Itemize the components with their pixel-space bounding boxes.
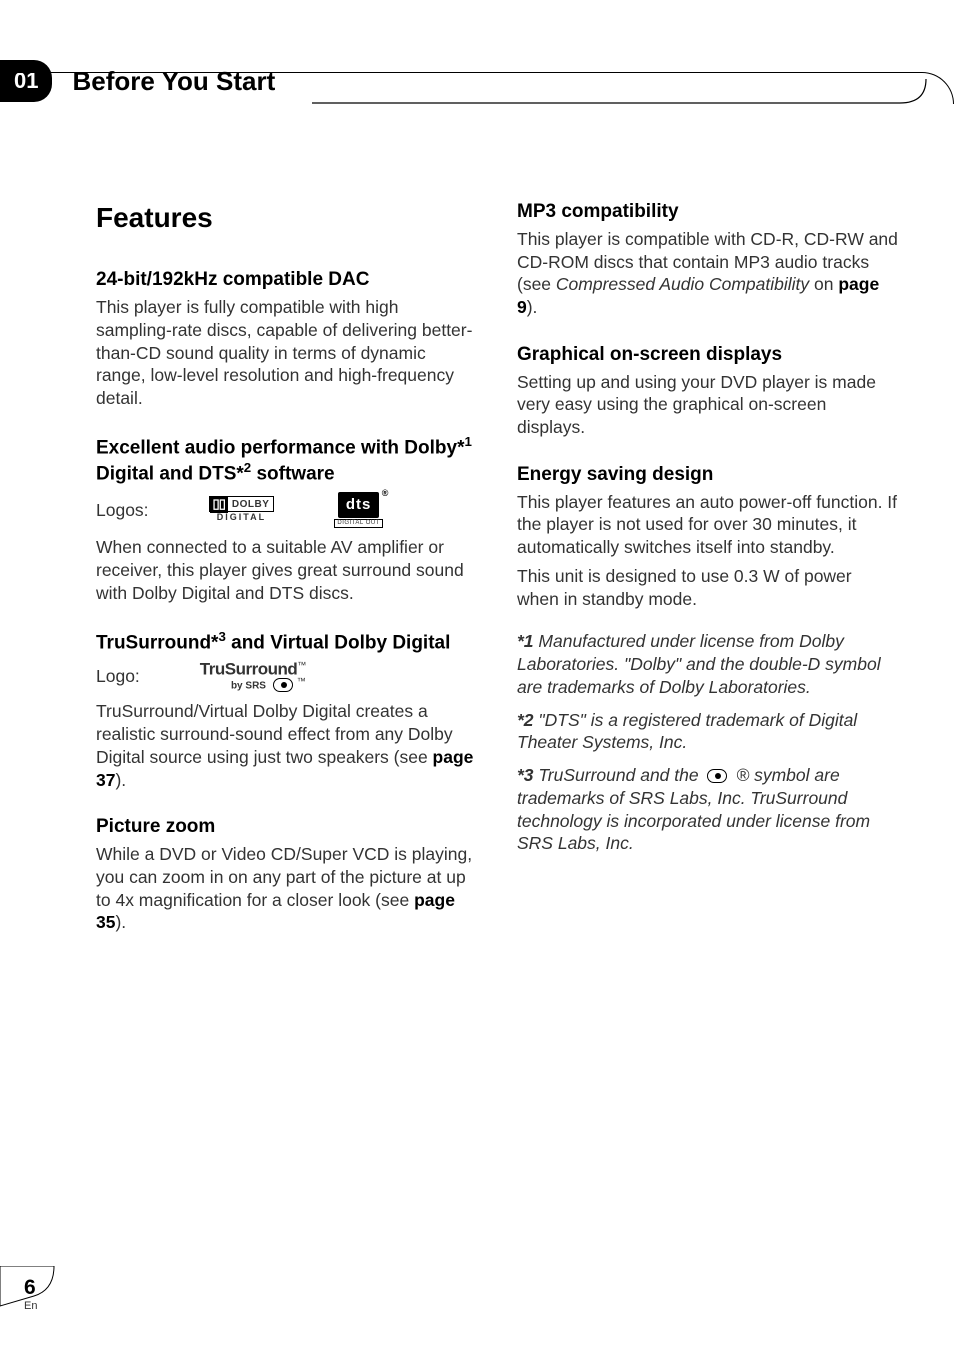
trusurround-sup: 3 <box>218 629 225 644</box>
trusurround-top: TruSurround™ <box>200 661 306 677</box>
left-column: Features 24-bit/192kHz compatible DAC Th… <box>96 200 477 940</box>
picture-zoom-body-b: ). <box>115 912 126 932</box>
trusurround-logo: TruSurround™ by SRS ™ <box>200 661 306 693</box>
mp3-heading: MP3 compatibility <box>517 200 898 224</box>
trusurround-srs-tm: ™ <box>297 676 306 686</box>
trusurround-heading-a: TruSurround* <box>96 632 218 653</box>
footnote-3-label: *3 <box>517 765 534 785</box>
dolby-dts-body: When connected to a suitable AV amplifie… <box>96 536 477 604</box>
header-divider <box>0 72 954 104</box>
osd-heading: Graphical on-screen displays <box>517 343 898 367</box>
trusurround-heading-b: and Virtual Dolby Digital <box>226 632 451 653</box>
osd-body: Setting up and using your DVD player is … <box>517 371 898 439</box>
footnote-1: *1 Manufactured under license from Dolby… <box>517 630 898 698</box>
mp3-body-b: on <box>809 274 838 294</box>
trusurround-sub: by SRS ™ <box>231 677 306 693</box>
dts-word: dts <box>346 496 372 513</box>
trusurround-tm: ™ <box>297 660 306 670</box>
logo-label: Logo: <box>96 665 140 688</box>
dolby-dts-heading: Excellent audio performance with Dolby*1… <box>96 434 477 486</box>
dolby-dts-logo-row: Logos: ▯▯ DOLBY DIGITAL dts ® DIGITAL OU… <box>96 492 477 528</box>
content-area: Features 24-bit/192kHz compatible DAC Th… <box>96 200 898 940</box>
picture-zoom-body: While a DVD or Video CD/Super VCD is pla… <box>96 843 477 934</box>
dolby-heading-part-a: Excellent audio performance with Dolby* <box>96 437 464 458</box>
dac-heading: 24-bit/192kHz compatible DAC <box>96 268 477 292</box>
dts-box: dts ® <box>338 492 380 518</box>
srs-symbol-icon-inline <box>703 769 731 783</box>
footnote-2: *2 "DTS" is a registered trademark of Di… <box>517 709 898 755</box>
footnote-2-label: *2 <box>517 710 534 730</box>
dolby-word: DOLBY <box>228 498 274 511</box>
trusurround-logo-row: Logo: TruSurround™ by SRS ™ <box>96 661 477 693</box>
footnote-3-body-a: TruSurround and the <box>534 765 704 785</box>
footnote-1-body: Manufactured under license from Dolby La… <box>517 631 881 697</box>
mp3-body-c: ). <box>527 297 538 317</box>
dolby-box: ▯▯ DOLBY <box>209 496 275 512</box>
trusurround-by: by <box>231 680 245 691</box>
page-lang: En <box>24 1300 37 1312</box>
dolby-sup1: 1 <box>464 434 471 449</box>
dolby-heading-part-c: software <box>251 463 334 484</box>
picture-zoom-heading: Picture zoom <box>96 815 477 839</box>
srs-symbol-icon <box>269 678 297 692</box>
dts-registered: ® <box>382 488 390 500</box>
footnote-3: *3 TruSurround and the ® symbol are trad… <box>517 764 898 855</box>
right-column: MP3 compatibility This player is compati… <box>517 200 898 940</box>
logos-label: Logos: <box>96 499 149 522</box>
page-number-value: 6 <box>24 1276 36 1299</box>
dolby-sub: DIGITAL <box>217 512 266 524</box>
trusurround-word: TruSurround <box>200 659 297 678</box>
trusurround-body-b: ). <box>115 770 126 790</box>
trusurround-srs: SRS <box>245 680 266 691</box>
trusurround-body-a: TruSurround/Virtual Dolby Digital create… <box>96 701 453 767</box>
energy-body-1: This player features an auto power-off f… <box>517 491 898 559</box>
mp3-body: This player is compatible with CD-R, CD-… <box>517 228 898 319</box>
dac-body: This player is fully compatible with hig… <box>96 296 477 410</box>
footnotes: *1 Manufactured under license from Dolby… <box>517 630 898 855</box>
dts-sub: DIGITAL OUT <box>334 519 383 529</box>
dolby-heading-part-b: Digital and DTS* <box>96 463 244 484</box>
footnote-2-body: "DTS" is a registered trademark of Digit… <box>517 710 857 753</box>
dolby-logo: ▯▯ DOLBY DIGITAL <box>209 496 275 524</box>
trusurround-heading: TruSurround*3 and Virtual Dolby Digital <box>96 629 477 655</box>
dts-logo: dts ® DIGITAL OUT <box>334 492 383 528</box>
trusurround-body: TruSurround/Virtual Dolby Digital create… <box>96 700 477 791</box>
footnote-1-label: *1 <box>517 631 534 651</box>
energy-heading: Energy saving design <box>517 463 898 487</box>
dolby-dd-icon: ▯▯ <box>210 496 228 513</box>
page-number: 6 En <box>24 1276 37 1312</box>
features-heading: Features <box>96 200 477 236</box>
mp3-em: Compressed Audio Compatibility <box>556 274 809 294</box>
energy-body-2: This unit is designed to use 0.3 W of po… <box>517 565 898 611</box>
